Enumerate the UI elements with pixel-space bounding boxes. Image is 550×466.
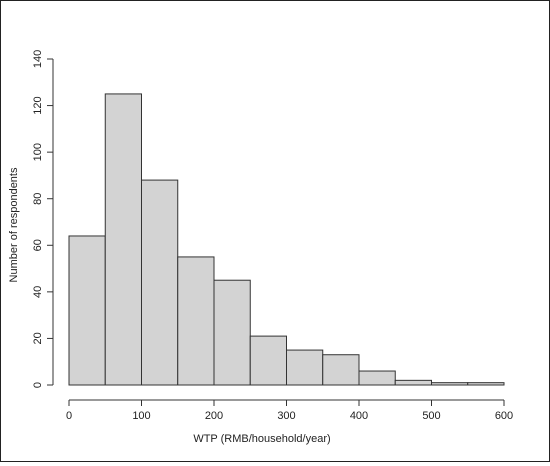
y-tick-label: 40	[32, 286, 44, 298]
histogram-bar	[213, 279, 251, 386]
x-tick-label: 300	[277, 410, 295, 422]
histogram-bar	[141, 179, 179, 386]
histogram-bar	[177, 256, 215, 386]
y-tick-label: 140	[32, 50, 44, 68]
histogram-bar	[394, 379, 432, 386]
histogram-bar	[104, 93, 142, 386]
x-tick-label: 500	[422, 410, 440, 422]
y-tick-label: 60	[32, 239, 44, 251]
x-axis-title: WTP (RMB/household/year)	[193, 433, 330, 445]
histogram-bar	[431, 382, 469, 386]
bars-group	[68, 93, 505, 386]
y-tick-label: 80	[32, 193, 44, 205]
x-tick-label: 400	[350, 410, 368, 422]
x-tick-label: 200	[205, 410, 223, 422]
y-tick-label: 100	[32, 143, 44, 161]
x-tick-label: 600	[495, 410, 513, 422]
y-tick-label: 120	[32, 96, 44, 114]
x-axis: 0 100 200 300 400 500 600	[66, 399, 513, 422]
histogram-bar	[358, 370, 396, 386]
histogram-bar	[286, 349, 324, 386]
x-tick-label: 100	[132, 410, 150, 422]
y-axis: 0 20 40 60 80 100 120 140	[32, 50, 54, 388]
x-tick-label: 0	[66, 410, 72, 422]
histogram-bar	[322, 354, 360, 386]
histogram-bar	[68, 235, 106, 386]
histogram-bar	[467, 382, 505, 386]
y-axis-title: Number of respondents	[8, 167, 20, 282]
y-tick-label: 0	[32, 382, 44, 388]
histogram-bar	[249, 335, 287, 386]
y-tick-label: 20	[32, 332, 44, 344]
